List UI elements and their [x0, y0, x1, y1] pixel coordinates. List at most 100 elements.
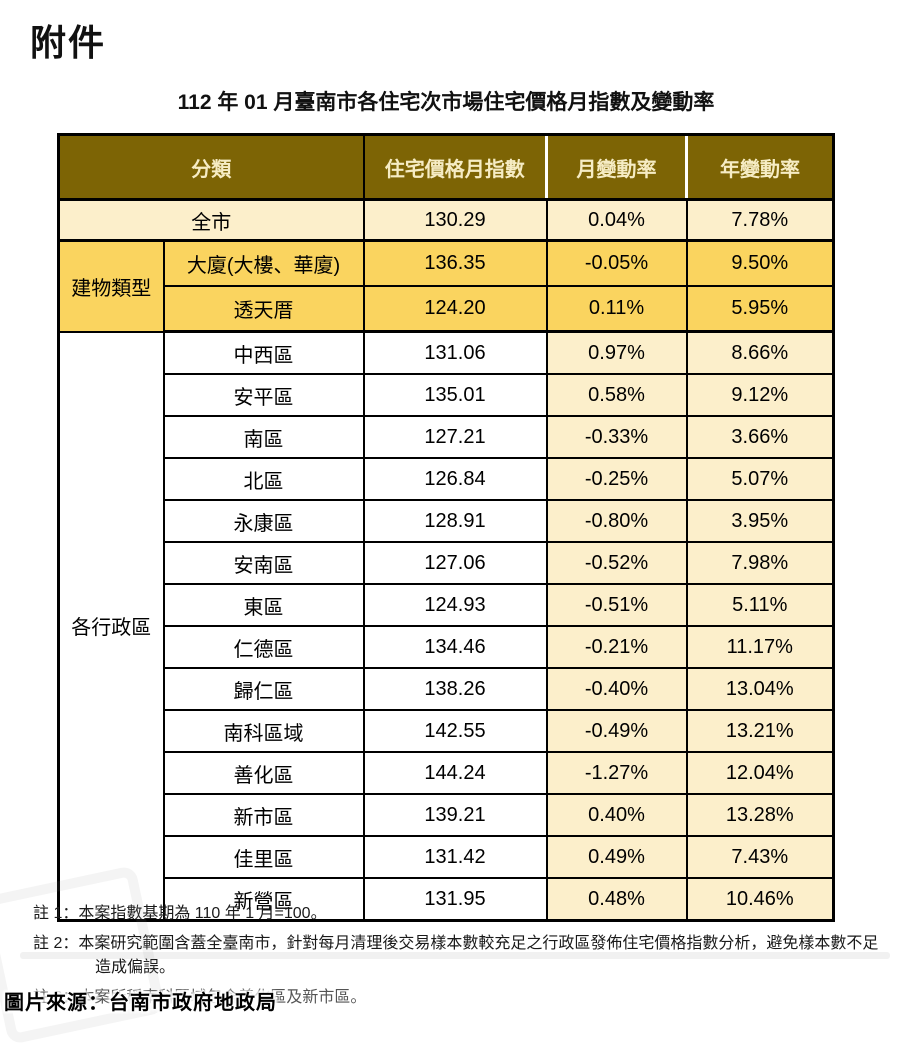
- month-change-cell: 0.04%: [545, 198, 688, 242]
- table-row: 南區 127.21 -0.33% 3.66%: [59, 415, 835, 459]
- header-year-change: 年變動率: [685, 133, 835, 201]
- month-change-cell: -0.49%: [545, 709, 688, 753]
- district-name-cell: 佳里區: [162, 835, 365, 879]
- month-change-cell: 0.58%: [545, 373, 688, 417]
- year-change-cell: 13.28%: [685, 793, 835, 837]
- district-name-cell: 安南區: [162, 541, 365, 585]
- index-cell: 144.24: [362, 751, 548, 795]
- header-index: 住宅價格月指數: [362, 133, 548, 201]
- month-change-cell: -0.21%: [545, 625, 688, 669]
- year-change-cell: 7.98%: [685, 541, 835, 585]
- district-name-cell: 歸仁區: [162, 667, 365, 711]
- index-cell: 131.42: [362, 835, 548, 879]
- table-row: 善化區 144.24 -1.27% 12.04%: [59, 751, 835, 795]
- index-cell: 128.91: [362, 499, 548, 543]
- table-row: 東區 124.93 -0.51% 5.11%: [59, 583, 835, 627]
- header-category: 分類: [57, 133, 365, 201]
- month-change-cell: 0.11%: [545, 285, 688, 333]
- month-change-cell: -0.33%: [545, 415, 688, 459]
- note-2: 註 2：本案研究範圍含蓋全臺南市，針對每月清理後交易樣本數較充足之行政區發佈住宅…: [33, 935, 879, 976]
- district-name-cell: 永康區: [162, 499, 365, 543]
- year-change-cell: 9.12%: [685, 373, 835, 417]
- index-cell: 142.55: [362, 709, 548, 753]
- table-row: 透天厝 124.20 0.11% 5.95%: [59, 285, 835, 333]
- table-row: 南科區域 142.55 -0.49% 13.21%: [59, 709, 835, 753]
- year-change-cell: 5.07%: [685, 457, 835, 501]
- district-name-cell: 善化區: [162, 751, 365, 795]
- district-name-cell: 中西區: [162, 330, 365, 375]
- index-cell: 134.46: [362, 625, 548, 669]
- month-change-cell: 0.48%: [545, 877, 688, 922]
- table-row: 仁德區 134.46 -0.21% 11.17%: [59, 625, 835, 669]
- index-cell: 131.06: [362, 330, 548, 375]
- district-name-cell: 安平區: [162, 373, 365, 417]
- year-change-cell: 5.11%: [685, 583, 835, 627]
- year-change-cell: 5.95%: [685, 285, 835, 333]
- index-cell: 130.29: [362, 198, 548, 242]
- table-row: 北區 126.84 -0.25% 5.07%: [59, 457, 835, 501]
- price-index-table: 分類 住宅價格月指數 月變動率 年變動率 全市 130.29 0.04% 7.7…: [57, 133, 835, 922]
- district-name-cell: 新營區: [162, 877, 365, 922]
- district-name-cell: 新市區: [162, 793, 365, 837]
- month-change-cell: 0.97%: [545, 330, 688, 375]
- table-title: 112 年 01 月臺南市各住宅次市場住宅價格月指數及變動率: [177, 91, 715, 114]
- notes: 註 1：本案指數基期為 110 年 1 月=100。 註 2：本案研究範圍含蓋全…: [33, 902, 893, 1016]
- building-name-cell: 大廈(大樓、華廈): [162, 239, 365, 287]
- year-change-cell: 3.95%: [685, 499, 835, 543]
- page-title: 附件: [30, 22, 107, 63]
- index-cell: 136.35: [362, 239, 548, 287]
- citywide-label: 全市: [57, 198, 365, 242]
- district-tbody: 各行政區 中西區 131.06 0.97% 8.66% 安平區 135.01 0.58% 9.1…: [57, 330, 835, 922]
- month-change-cell: -0.51%: [545, 583, 688, 627]
- month-change-cell: -0.05%: [545, 239, 688, 287]
- month-change-cell: -0.52%: [545, 541, 688, 585]
- index-cell: 127.06: [362, 541, 548, 585]
- table-row: 新營區 131.95 0.48% 10.46%: [59, 877, 835, 922]
- image-source-caption: 圖片來源：台南市政府地政局: [4, 992, 277, 1014]
- index-cell: 131.95: [362, 877, 548, 922]
- district-name-cell: 北區: [162, 457, 365, 501]
- note-1: 註 1：本案指數基期為 110 年 1 月=100。: [33, 905, 327, 922]
- index-cell: 139.21: [362, 793, 548, 837]
- year-change-cell: 10.46%: [685, 877, 835, 922]
- year-change-cell: 13.21%: [685, 709, 835, 753]
- month-change-cell: -0.80%: [545, 499, 688, 543]
- table-row: 歸仁區 138.26 -0.40% 13.04%: [59, 667, 835, 711]
- table-row: 新市區 139.21 0.40% 13.28%: [59, 793, 835, 837]
- table-row: 安平區 135.01 0.58% 9.12%: [59, 373, 835, 417]
- building-name-cell: 透天厝: [162, 285, 365, 333]
- year-change-cell: 13.04%: [685, 667, 835, 711]
- district-name-cell: 東區: [162, 583, 365, 627]
- index-cell: 124.93: [362, 583, 548, 627]
- building-group-label: 建物類型: [57, 239, 165, 333]
- index-cell: 127.21: [362, 415, 548, 459]
- index-cell: 124.20: [362, 285, 548, 333]
- index-cell: 135.01: [362, 373, 548, 417]
- table-row: 各行政區 中西區 131.06 0.97% 8.66%: [57, 330, 835, 922]
- district-group-label: 各行政區: [57, 330, 165, 922]
- year-change-cell: 9.50%: [685, 239, 835, 287]
- note-3: 註 3：本案所稱南科區域包含善化區及新市區。: [33, 989, 367, 1006]
- year-change-cell: 7.78%: [685, 198, 835, 242]
- index-cell: 138.26: [362, 667, 548, 711]
- month-change-cell: 0.40%: [545, 793, 688, 837]
- table-row: 建物類型 大廈(大樓、華廈) 136.35 -0.05% 9.50%: [57, 239, 835, 333]
- year-change-cell: 11.17%: [685, 625, 835, 669]
- year-change-cell: 7.43%: [685, 835, 835, 879]
- table-row: 永康區 128.91 -0.80% 3.95%: [59, 499, 835, 543]
- month-change-cell: -0.25%: [545, 457, 688, 501]
- page: 附件 112 年 01 月臺南市各住宅次市場住宅價格月指數及變動率 分類 住宅價…: [0, 22, 893, 1045]
- district-name-cell: 仁德區: [162, 625, 365, 669]
- month-change-cell: -0.40%: [545, 667, 688, 711]
- index-cell: 126.84: [362, 457, 548, 501]
- table-header-row: 分類 住宅價格月指數 月變動率 年變動率: [57, 133, 835, 201]
- month-change-cell: 0.49%: [545, 835, 688, 879]
- header-month-change: 月變動率: [545, 133, 688, 201]
- year-change-cell: 3.66%: [685, 415, 835, 459]
- year-change-cell: 8.66%: [685, 330, 835, 375]
- month-change-cell: -1.27%: [545, 751, 688, 795]
- district-name-cell: 南科區域: [162, 709, 365, 753]
- district-name-cell: 南區: [162, 415, 365, 459]
- year-change-cell: 12.04%: [685, 751, 835, 795]
- table-row-citywide: 全市 130.29 0.04% 7.78%: [57, 198, 835, 242]
